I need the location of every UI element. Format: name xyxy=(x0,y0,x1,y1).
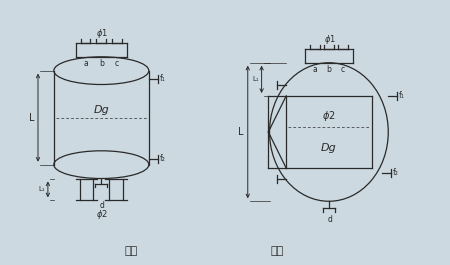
Text: L₁: L₁ xyxy=(252,76,259,82)
Text: a: a xyxy=(83,59,88,68)
Text: f₂: f₂ xyxy=(160,154,166,163)
Text: $\phi$1: $\phi$1 xyxy=(96,27,108,40)
Text: Dg: Dg xyxy=(94,105,109,115)
Text: 挂式: 挂式 xyxy=(271,246,284,256)
Text: Dg: Dg xyxy=(321,143,337,153)
Text: c: c xyxy=(341,65,345,74)
Text: f₁: f₁ xyxy=(399,91,405,100)
Text: d: d xyxy=(328,215,333,224)
Text: L: L xyxy=(28,113,34,123)
Text: b: b xyxy=(99,59,104,68)
Text: f₂: f₂ xyxy=(393,169,399,178)
Text: 立式: 立式 xyxy=(124,246,138,256)
Text: $\phi$1: $\phi$1 xyxy=(324,33,336,46)
Text: d: d xyxy=(100,201,105,210)
Text: f₁: f₁ xyxy=(160,74,166,83)
Text: L₁: L₁ xyxy=(38,186,45,192)
Text: L: L xyxy=(238,127,244,137)
Text: b: b xyxy=(326,65,331,74)
Text: c: c xyxy=(115,59,119,68)
Text: $\phi$2: $\phi$2 xyxy=(322,109,336,123)
Text: $\phi$2: $\phi$2 xyxy=(96,208,108,221)
Text: a: a xyxy=(313,65,317,74)
